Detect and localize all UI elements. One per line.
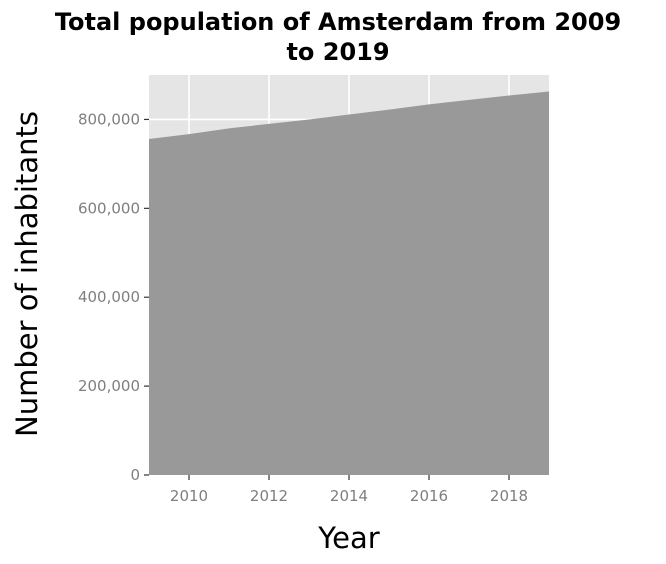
x-tick-label-2012: 2012: [250, 487, 288, 505]
y-axis: 0 200,000 400,000 600,000 800,000: [78, 110, 149, 484]
x-axis-title: Year: [317, 521, 379, 555]
chart-title-line-1: Total population of Amsterdam from 2009: [55, 8, 621, 36]
chart-title-line-2: to 2019: [286, 38, 389, 66]
y-tick-label-200000: 200,000: [78, 377, 140, 395]
y-tick-label-600000: 600,000: [78, 199, 140, 217]
x-axis: 2010 2012 2014 2016 2018: [170, 475, 528, 505]
population-area: [149, 91, 549, 475]
x-tick-label-2010: 2010: [170, 487, 208, 505]
y-tick-label-400000: 400,000: [78, 288, 140, 306]
x-tick-label-2016: 2016: [410, 487, 448, 505]
y-tick-label-0: 0: [130, 466, 140, 484]
x-tick-label-2014: 2014: [330, 487, 368, 505]
y-axis-title: Number of inhabitants: [10, 111, 44, 437]
y-tick-label-800000: 800,000: [78, 110, 140, 128]
x-tick-label-2018: 2018: [490, 487, 528, 505]
